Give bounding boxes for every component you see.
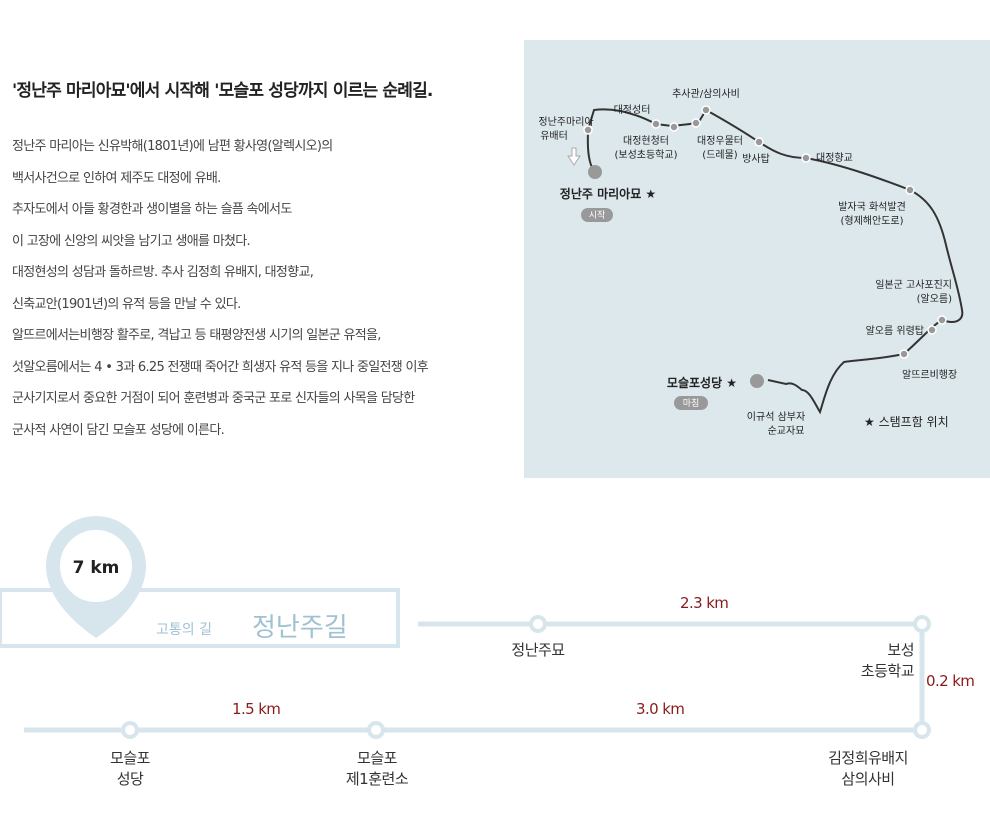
label-memorial-tower: 알오름 위령탑	[866, 324, 924, 337]
start-badge-bg	[581, 208, 613, 222]
route-map-svg: 정난주마리아 유배터 대정성터 추사관/삼의사비 대정현청터 (보성초등학교) …	[538, 88, 964, 437]
label-hyeonchung: 대정현청터	[623, 135, 669, 147]
stop-marker	[529, 615, 547, 633]
end-badge: 마침	[683, 398, 700, 409]
course-diagram-svg: 고통의 길 정난주길 7 km	[0, 516, 931, 739]
label-hyanggyo: 대정향교	[816, 152, 853, 164]
start-badge: 시작	[589, 210, 606, 221]
stop-dot	[691, 118, 701, 128]
intro-line: 군사적 사연이 담긴 모슬포 성당에 이른다.	[12, 422, 225, 438]
stop-dot	[905, 185, 915, 195]
distance-pin-inner	[56, 526, 136, 606]
stop-dot	[583, 125, 593, 135]
intro-line: 추자도에서 아들 황경한과 생이별을 하는 슬픔 속에서도	[12, 202, 292, 217]
stop-dot	[899, 349, 909, 359]
segment-distance: 3.0 km	[636, 700, 685, 718]
intro-line: 군사기지로서 중요한 거점이 되어 훈련병과 중국군 포로 신자들의 사목을 담…	[12, 391, 415, 406]
stop-marker	[121, 721, 139, 739]
label-martyr-tomb: 이규석 삼부자	[747, 411, 805, 423]
end-point	[750, 374, 764, 388]
label-memorial: 정난주마리아	[538, 116, 593, 128]
stop-label-mosulpo-training: 모슬포 제1훈련소	[330, 748, 424, 790]
stop-dot	[937, 315, 947, 325]
stop-dot	[669, 122, 679, 132]
stop-label-line: 모슬포	[110, 749, 150, 767]
label-umul: 대정우물터	[697, 135, 743, 147]
label-bangsatap: 방사탑	[742, 153, 770, 165]
stop-label-line: 보성	[887, 641, 914, 659]
intro-line: 대정현성의 성담과 돌하르방. 추사 김정희 유배지, 대정향교,	[12, 265, 314, 280]
course-diagram: 고통의 길 정난주길 7 km 2.3 km 0.2 km 3.0 km 1.5…	[0, 510, 990, 836]
stop-label-line: 제1훈련소	[345, 770, 409, 788]
course-distance: 7 km	[73, 558, 120, 578]
label-castle: 대정성터	[614, 104, 651, 116]
label-chusa: 추사관/삼의사비	[672, 88, 740, 100]
stop-dot	[651, 119, 661, 129]
segment-distance: 2.3 km	[680, 594, 729, 612]
course-subtitle: 고통의 길	[156, 622, 212, 638]
intro-title: '정난주 마리아묘'에서 시작해 '모슬포 성당까지 이르는 순례길.	[12, 81, 433, 101]
end-badge-bg	[674, 396, 708, 410]
route-map: 정난주마리아 유배터 대정성터 추사관/삼의사비 대정현청터 (보성초등학교) …	[524, 40, 990, 478]
stop-dot	[754, 137, 764, 147]
course-name: 정난주길	[252, 613, 348, 643]
label-martyr-tomb: 순교자묘	[768, 425, 805, 437]
label-airfield: 알뜨르비행장	[902, 369, 957, 381]
label-fossil: (형제해안도로)	[840, 214, 903, 227]
stop-label-line: 정난주묘	[511, 641, 565, 659]
stop-marker	[913, 615, 931, 633]
stop-label-kimjeonghui: 김정희유배지 삼의사비	[808, 748, 928, 790]
stop-label-line: 삼의사비	[841, 770, 895, 788]
intro-line: 백서사건으로 인하여 제주도 대정에 유배.	[12, 170, 221, 186]
label-battery: (알오름)	[917, 293, 953, 305]
end-name: 모슬포성당 ★	[667, 375, 737, 390]
intro-line: 이 고장에 신앙의 씨앗을 남기고 생애를 마쳤다.	[12, 233, 251, 249]
intro-line: 신축교안(1901년)의 유적 등을 만날 수 있다.	[12, 296, 241, 312]
intro-line: 알뜨르에서는비행장 활주로, 격납고 등 태평양전생 시기의 일본군 유적을,	[12, 328, 381, 343]
label-umul: (드레물)	[702, 149, 738, 161]
stop-marker	[913, 721, 931, 739]
stop-label-mosulpo-church: 모슬포 성당	[90, 748, 170, 790]
stop-label-line: 초등학교	[860, 662, 915, 680]
label-battery: 일본군 고사포진지	[875, 279, 952, 291]
start-point	[588, 165, 602, 179]
label-hyeonchung: (보성초등학교)	[614, 149, 677, 161]
segment-distance: 1.5 km	[232, 700, 281, 718]
stop-label-line: 성당	[116, 770, 144, 788]
stop-label-boseong: 보성 초등학교	[830, 640, 915, 682]
intro-line: 섯알오름에서는 4 • 3과 6.25 전쟁때 죽어간 희생자 유적 등을 지나…	[12, 359, 429, 375]
label-memorial: 유배터	[540, 130, 568, 142]
intro-section: '정난주 마리아묘'에서 시작해 '모슬포 성당까지 이르는 순례길. 정난주 …	[12, 76, 512, 446]
stop-label-line: 모슬포	[357, 749, 397, 767]
stamp-legend: ★ 스탬프함 위치	[864, 415, 949, 429]
start-arrow	[567, 147, 581, 166]
stop-marker	[367, 721, 385, 739]
route-line	[586, 108, 964, 415]
course-name-banner	[0, 588, 400, 648]
stop-dot	[801, 153, 811, 163]
intro-line: 정난주 마리아는 신유박해(1801년)에 남편 황사영(알렉시오)의	[12, 139, 333, 154]
label-fossil: 발자국 화석발견	[838, 201, 906, 213]
start-name: 정난주 마리아묘 ★	[560, 186, 656, 201]
stop-label-line: 김정희유배지	[828, 749, 908, 767]
segment-distance: 0.2 km	[926, 672, 975, 690]
stop-dot	[927, 325, 937, 335]
stop-dot	[701, 105, 711, 115]
stop-label-jeongnanju: 정난주묘	[500, 640, 576, 661]
